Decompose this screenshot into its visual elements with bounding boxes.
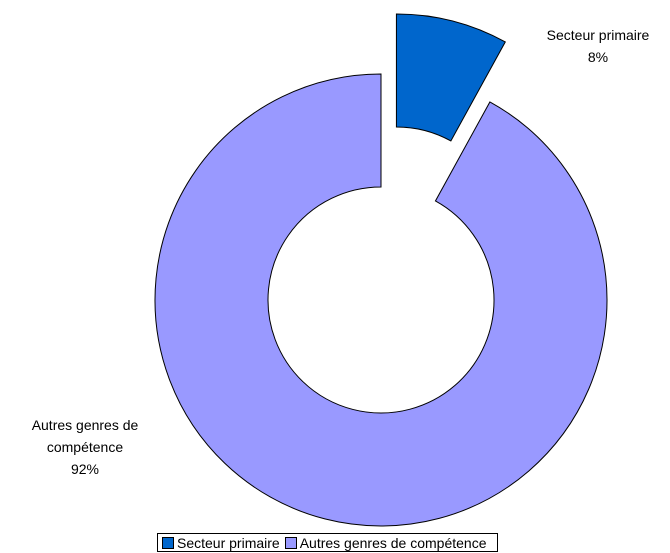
donut-slice — [154, 73, 608, 527]
slice-label: Secteur primaire 8% — [528, 24, 668, 68]
legend-item: Autres genres de compétence — [284, 534, 487, 551]
slice-label: Autres genres de compétence 92% — [15, 414, 155, 480]
slice-category: Autres genres de compétence — [31, 417, 139, 455]
legend-item: Secteur primaire — [162, 535, 280, 551]
slice-category: Secteur primaire — [546, 27, 650, 43]
legend-swatch — [162, 536, 174, 549]
slice-value-label: 8% — [587, 49, 609, 65]
slice-value-label: 92% — [70, 461, 100, 477]
legend-label: Secteur primaire — [177, 534, 280, 551]
donut-slice — [395, 13, 506, 142]
legend: Secteur primaire Autres genres de compéte… — [157, 533, 499, 552]
legend-swatch — [284, 536, 297, 549]
legend-label: Autres genres de compétence — [299, 534, 487, 551]
